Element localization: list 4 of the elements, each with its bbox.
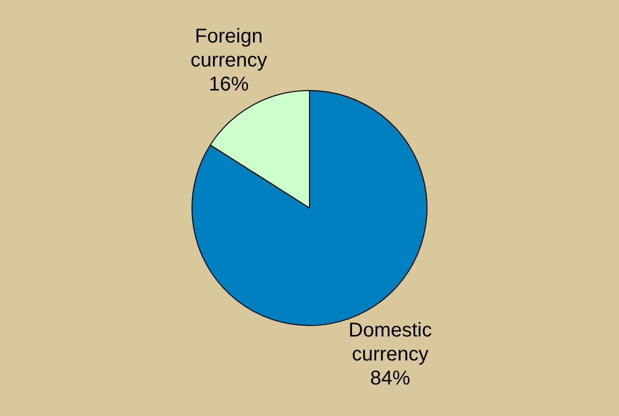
slice-label: Foreign currency xyxy=(190,26,268,72)
data-label: 16% xyxy=(208,74,250,96)
slice-label: Domestic currency xyxy=(348,319,432,366)
data-label: 84% xyxy=(370,367,410,390)
